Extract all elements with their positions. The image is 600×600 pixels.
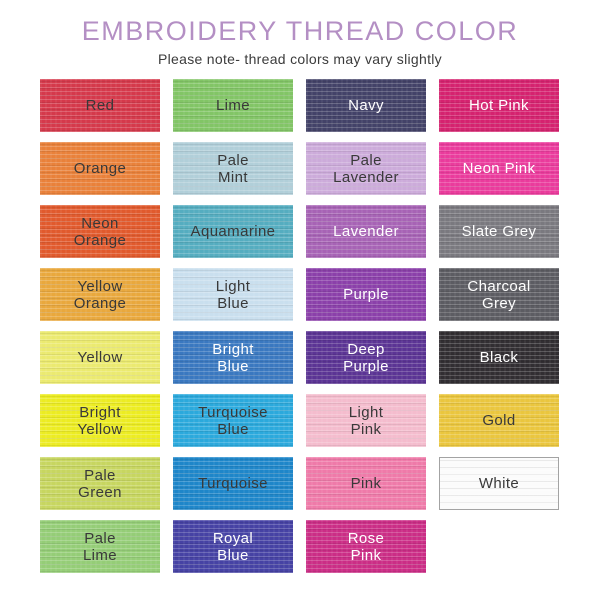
swatch-label: Pale Mint <box>217 151 249 186</box>
swatch-grid: Red Lime Navy Hot Pink Orange Pale Mint Pale L… <box>40 79 559 573</box>
swatch-aquamarine: Aquamarine <box>173 205 293 258</box>
swatch-orange: Orange <box>40 142 160 195</box>
swatch-royal-blue: Royal Blue <box>173 520 293 573</box>
swatch-light-blue: Light Blue <box>173 268 293 321</box>
swatch-red: Red <box>40 79 160 132</box>
swatch-label: Yellow Orange <box>73 277 127 312</box>
swatch-label: Hot Pink <box>469 97 529 114</box>
swatch-black: Black <box>439 331 559 384</box>
page-subtitle: Please note- thread colors may vary slig… <box>158 51 442 67</box>
swatch-label: Yellow <box>77 349 123 366</box>
swatch-label: White <box>478 475 520 492</box>
swatch-slate-grey: Slate Grey <box>439 205 559 258</box>
swatch-label: Slate Grey <box>461 223 537 240</box>
swatch-label: Light Pink <box>348 403 384 438</box>
swatch-label: Neon Orange <box>73 214 127 249</box>
swatch-label: Purple <box>343 286 389 303</box>
swatch-charcoal-grey: Charcoal Grey <box>439 268 559 321</box>
swatch-bright-blue: Bright Blue <box>173 331 293 384</box>
swatch-neon-orange: Neon Orange <box>40 205 160 258</box>
swatch-deep-purple: Deep Purple <box>306 331 426 384</box>
swatch-label: Red <box>85 97 115 114</box>
swatch-label: Aquamarine <box>190 223 276 240</box>
page-title: EMBROIDERY THREAD COLOR <box>81 16 519 46</box>
swatch-yellow-orange: Yellow Orange <box>40 268 160 321</box>
swatch-label: Bright Yellow <box>77 403 123 438</box>
swatch-white: White <box>439 457 559 510</box>
swatch-label: Pale Green <box>78 466 122 501</box>
swatch-label: Black <box>479 349 519 366</box>
swatch-label: Pale Lime <box>82 529 118 564</box>
swatch-label: Orange <box>73 160 127 177</box>
swatch-label: Turquoise Blue <box>198 403 268 438</box>
swatch-label: Lavender <box>333 223 399 240</box>
swatch-label: Light Blue <box>215 277 251 312</box>
swatch-label: Neon Pink <box>462 160 536 177</box>
swatch-lime: Lime <box>173 79 293 132</box>
swatch-label: Lime <box>215 97 251 114</box>
swatch-light-pink: Light Pink <box>306 394 426 447</box>
swatch-bright-yellow: Bright Yellow <box>40 394 160 447</box>
swatch-pale-mint: Pale Mint <box>173 142 293 195</box>
swatch-label: Gold <box>482 412 516 429</box>
swatch-label: Deep Purple <box>343 340 389 375</box>
swatch-label: Turquoise <box>198 475 268 492</box>
swatch-turquoise: Turquoise <box>173 457 293 510</box>
swatch-label: Rose Pink <box>347 529 385 564</box>
swatch-lavender: Lavender <box>306 205 426 258</box>
swatch-pink: Pink <box>306 457 426 510</box>
swatch-yellow: Yellow <box>40 331 160 384</box>
swatch-label: Royal Blue <box>212 529 254 564</box>
swatch-pale-lavender: Pale Lavender <box>306 142 426 195</box>
swatch-label: Navy <box>348 97 384 114</box>
swatch-label: Pink <box>350 475 382 492</box>
swatch-pale-green: Pale Green <box>40 457 160 510</box>
swatch-purple: Purple <box>306 268 426 321</box>
swatch-navy: Navy <box>306 79 426 132</box>
swatch-gold: Gold <box>439 394 559 447</box>
swatch-label: Pale Lavender <box>333 151 399 186</box>
swatch-turquoise-blue: Turquoise Blue <box>173 394 293 447</box>
swatch-pale-lime: Pale Lime <box>40 520 160 573</box>
swatch-hot-pink: Hot Pink <box>439 79 559 132</box>
swatch-rose-pink: Rose Pink <box>306 520 426 573</box>
swatch-label: Charcoal Grey <box>467 277 531 312</box>
swatch-label: Bright Blue <box>212 340 254 375</box>
swatch-neon-pink: Neon Pink <box>439 142 559 195</box>
